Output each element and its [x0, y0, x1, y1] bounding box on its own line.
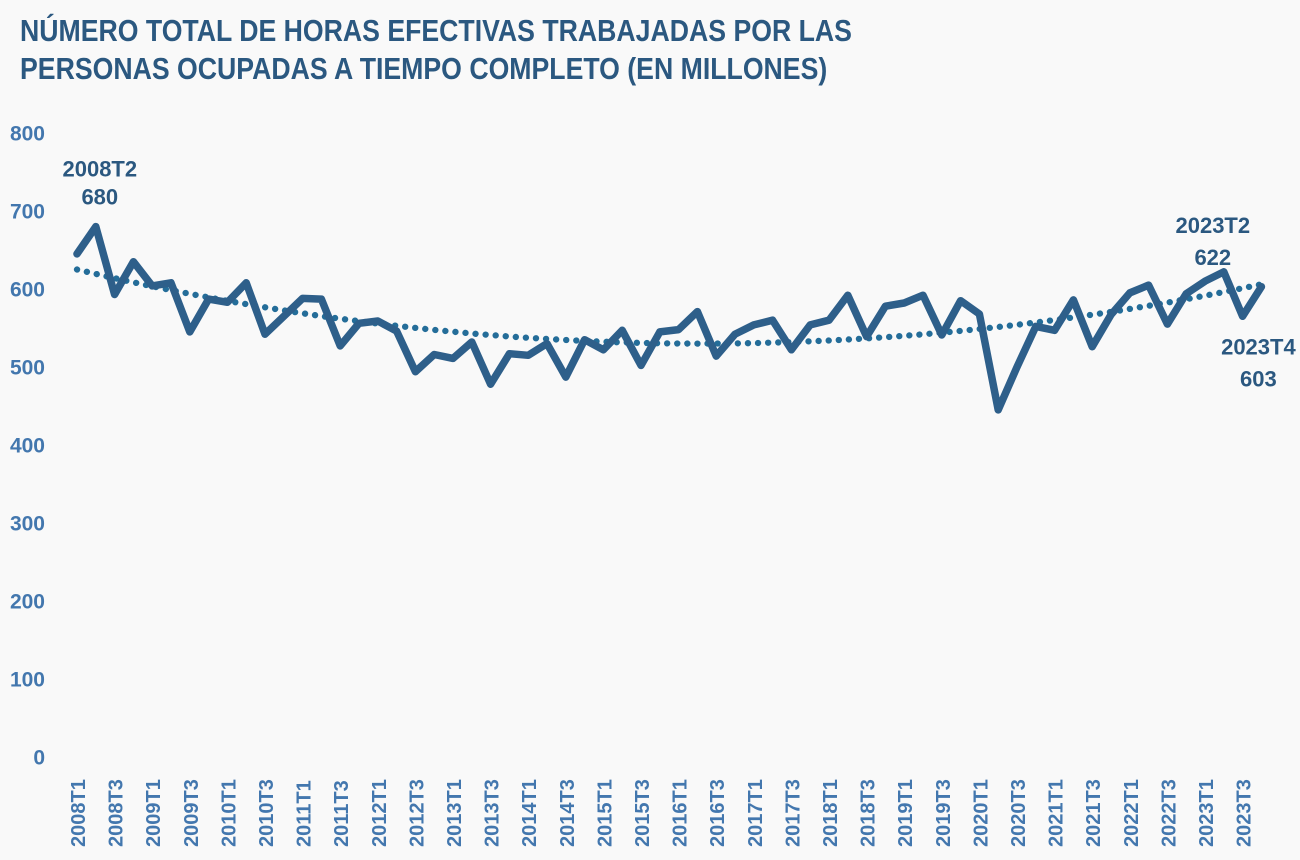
x-axis-tick-label: 2020T1: [970, 779, 992, 847]
x-axis-tick-label: 2018T1: [820, 779, 842, 847]
x-axis-tick-label: 2014T1: [519, 779, 541, 847]
x-axis-tick-label: 2021T3: [1083, 779, 1105, 847]
chart-title-line1: NÚMERO TOTAL DE HORAS EFECTIVAS TRABAJAD…: [20, 13, 852, 48]
x-axis-tick-label: 2022T3: [1158, 779, 1180, 847]
y-axis-tick-label: 800: [10, 123, 45, 146]
x-axis-tick-label: 2022T1: [1121, 779, 1143, 847]
y-axis-tick-label: 300: [10, 513, 45, 536]
y-axis-tick-label: 100: [10, 669, 45, 692]
point-annotation-2023T2: 2023T2 622: [1175, 213, 1250, 270]
x-axis-tick-label: 2013T1: [444, 779, 466, 847]
x-axis-tick-label: 2023T3: [1234, 779, 1256, 847]
x-axis-tick-label: 2017T3: [782, 779, 804, 847]
point-annotation-2023T4: 2023T4 603: [1221, 335, 1296, 392]
x-axis-tick-label: 2016T1: [670, 779, 692, 847]
x-axis-tick-label: 2019T3: [933, 779, 955, 847]
x-axis-tick-label: 2011T3: [331, 780, 353, 847]
x-axis-tick-label: 2015T3: [632, 779, 654, 847]
x-axis-tick-label: 2012T1: [369, 779, 391, 847]
x-axis-tick-label: 2017T1: [745, 779, 767, 847]
x-axis-tick-label: 2009T1: [143, 779, 165, 847]
x-axis-tick-label: 2013T3: [482, 779, 504, 847]
x-axis-tick-label: 2016T3: [707, 779, 729, 847]
x-axis-tick-label: 2020T3: [1008, 779, 1030, 847]
x-axis-tick-label: 2010T3: [256, 779, 278, 847]
x-axis-tick-label: 2009T3: [181, 779, 203, 847]
chart-title: NÚMERO TOTAL DE HORAS EFECTIVAS TRABAJAD…: [20, 12, 852, 88]
x-axis-tick-label: 2008T1: [68, 779, 90, 847]
data-line: [73, 222, 1266, 414]
x-axis-tick-label: 2023T1: [1196, 779, 1218, 847]
trend-dotted-line: [73, 266, 1265, 347]
x-axis-tick-label: 2011T1: [294, 780, 316, 847]
x-axis-tick-label: 2010T1: [218, 779, 240, 847]
y-axis-tick-label: 500: [10, 357, 45, 380]
x-axis-tick-label: 2008T3: [106, 779, 128, 847]
x-axis-tick-label: 2021T1: [1046, 779, 1068, 847]
x-axis-tick-label: 2012T3: [406, 779, 428, 847]
x-axis-tick-label: 2015T1: [594, 779, 616, 847]
y-axis-tick-label: 600: [10, 279, 45, 302]
x-axis-tick-label: 2018T3: [858, 779, 880, 847]
x-axis-tick-label: 2014T3: [557, 779, 579, 847]
y-axis-tick-label: 400: [10, 435, 45, 458]
y-axis-tick-label: 700: [10, 201, 45, 224]
y-axis-tick-label: 0: [33, 747, 45, 770]
x-axis-tick-label: 2019T1: [895, 779, 917, 847]
point-annotation-2008T2: 2008T2 680: [62, 157, 137, 210]
chart-title-line2: PERSONAS OCUPADAS A TIEMPO COMPLETO (EN …: [20, 51, 828, 86]
y-axis-tick-label: 200: [10, 591, 45, 614]
